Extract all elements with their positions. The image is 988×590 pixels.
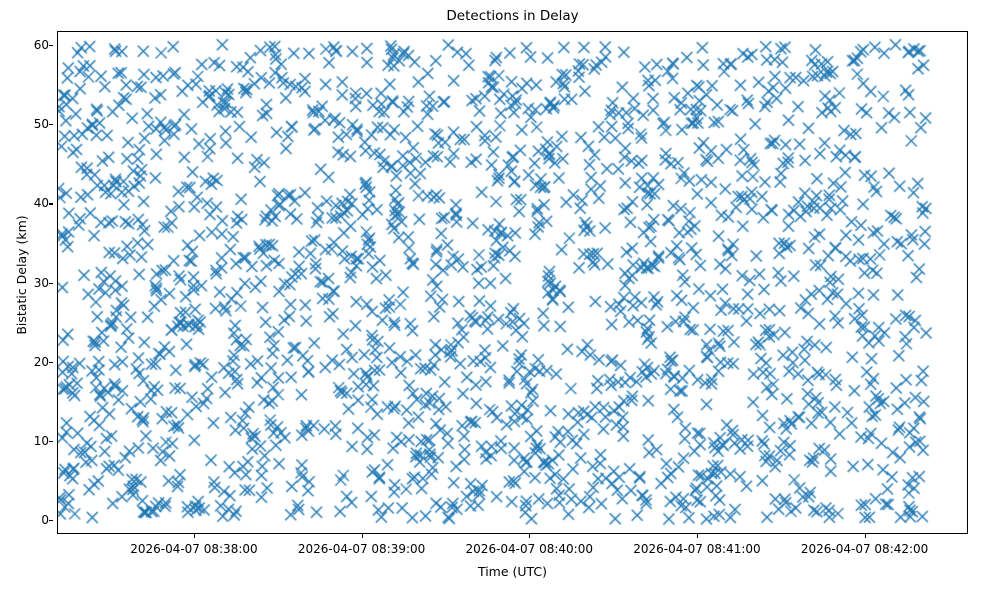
x-tick-label: 2026-04-07 08:38:00 (130, 542, 258, 556)
y-axis-ticks: 0 10 20 30 40 50 60 (0, 31, 53, 534)
y-tick-mark (49, 440, 53, 442)
chart-title: Detections in Delay (446, 8, 579, 24)
y-tick-label: 60 (33, 38, 49, 53)
x-tick-mark (529, 534, 531, 538)
y-tick-mark (49, 519, 53, 521)
x-axis-ticks: 2026-04-07 08:38:00 2026-04-07 08:39:00 20… (57, 534, 968, 564)
x-tick-mark (361, 534, 363, 538)
y-tick-mark (49, 45, 53, 47)
x-tick-label: 2026-04-07 08:42:00 (800, 542, 929, 556)
y-tick-label: 0 (41, 512, 49, 527)
y-tick-mark (49, 124, 53, 126)
x-tick-mark (864, 534, 866, 538)
y-tick-label: 10 (33, 433, 49, 448)
plot-area (57, 31, 968, 534)
x-tick-mark (193, 534, 196, 538)
y-tick-mark (49, 361, 53, 363)
y-tick-mark (49, 282, 53, 284)
x-tick-mark (696, 534, 699, 538)
y-tick-mark (49, 203, 53, 205)
y-tick-label: 50 (33, 117, 49, 132)
y-tick-label: 40 (33, 196, 49, 211)
x-tick-label: 2026-04-07 08:39:00 (297, 542, 426, 556)
x-axis-label: Time (UTC) (477, 564, 548, 579)
y-axis-label: Bistatic Delay (km) (14, 215, 29, 335)
y-tick-label: 30 (33, 275, 49, 290)
y-tick-label: 20 (33, 354, 49, 369)
scatter-plot-canvas (58, 32, 967, 533)
x-tick-label: 2026-04-07 08:40:00 (465, 542, 593, 556)
x-tick-label: 2026-04-07 08:41:00 (633, 542, 761, 556)
